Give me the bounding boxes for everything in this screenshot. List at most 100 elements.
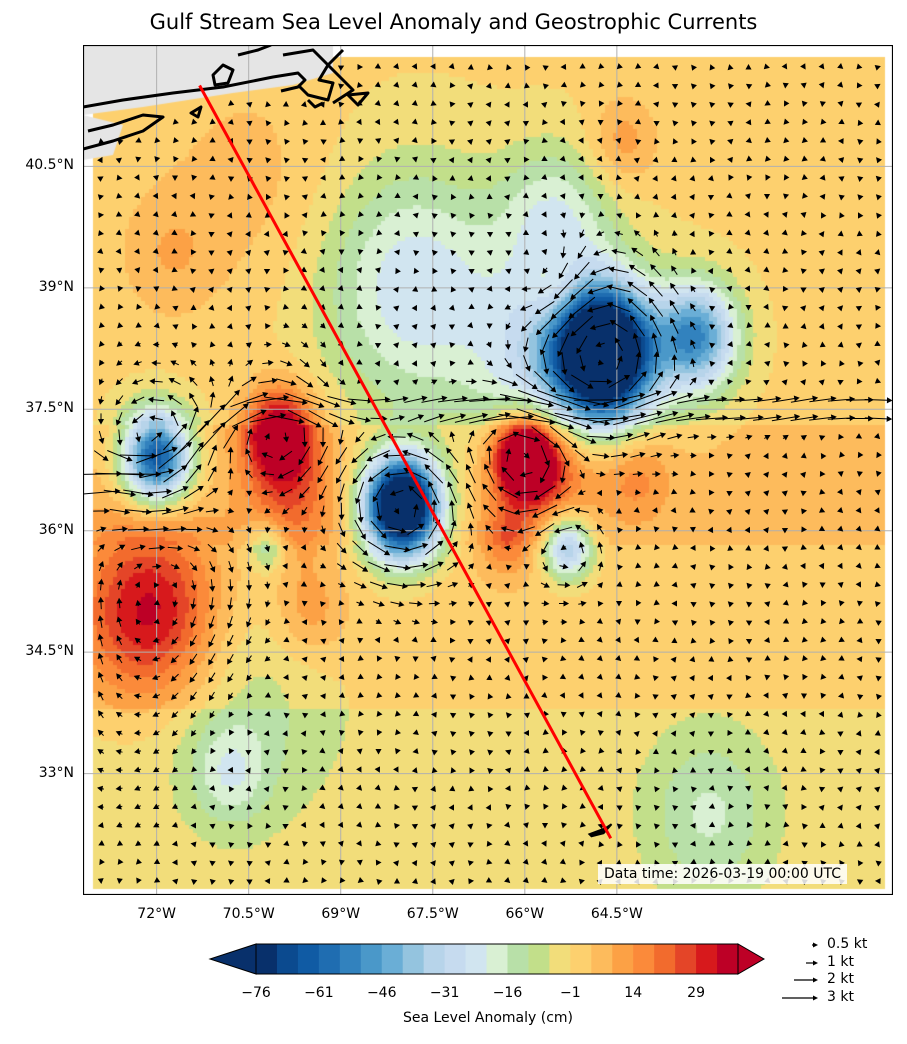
current-arrow bbox=[393, 636, 399, 643]
current-arrow bbox=[800, 747, 807, 754]
current-arrow bbox=[855, 544, 862, 551]
current-arrow bbox=[375, 323, 382, 330]
current-arrow bbox=[282, 824, 289, 830]
current-arrow bbox=[649, 371, 664, 392]
current-arrow bbox=[208, 231, 215, 238]
current-arrow bbox=[874, 249, 881, 256]
current-arrow bbox=[411, 877, 418, 885]
current-arrow bbox=[753, 395, 782, 403]
current-arrow bbox=[763, 766, 769, 773]
current-arrow bbox=[356, 821, 363, 828]
current-arrow bbox=[158, 441, 193, 469]
current-arrow bbox=[485, 563, 492, 570]
current-arrow bbox=[763, 194, 771, 200]
current-arrow bbox=[465, 482, 476, 502]
current-arrow bbox=[153, 618, 160, 625]
current-arrow bbox=[745, 101, 752, 108]
y-tick-label: 36°N bbox=[38, 521, 74, 538]
current-arrow bbox=[265, 157, 272, 164]
current-arrow bbox=[245, 359, 254, 366]
current-arrow bbox=[98, 340, 105, 347]
current-arrow bbox=[524, 784, 531, 791]
current-arrow bbox=[608, 266, 629, 273]
current-arrow bbox=[382, 452, 411, 459]
current-arrow bbox=[855, 433, 863, 439]
current-arrow bbox=[650, 452, 663, 459]
current-arrow bbox=[522, 840, 529, 847]
current-arrow bbox=[763, 248, 770, 254]
current-arrow bbox=[542, 747, 549, 754]
current-arrow bbox=[744, 453, 751, 460]
current-arrow bbox=[209, 322, 216, 329]
current-arrow bbox=[707, 693, 714, 700]
current-arrow bbox=[467, 322, 474, 329]
current-arrow bbox=[430, 841, 437, 848]
current-arrow bbox=[875, 322, 882, 329]
current-arrow bbox=[263, 269, 271, 275]
current-arrow bbox=[819, 488, 826, 495]
current-arrow bbox=[486, 249, 493, 256]
current-arrow bbox=[763, 379, 770, 386]
current-arrow bbox=[874, 64, 881, 71]
current-arrow bbox=[486, 858, 493, 865]
current-arrow bbox=[468, 785, 475, 792]
current-arrow bbox=[171, 192, 177, 200]
current-arrow bbox=[97, 176, 104, 182]
current-arrow bbox=[781, 379, 788, 386]
current-arrow bbox=[504, 120, 511, 127]
current-arrow bbox=[339, 710, 346, 717]
quiver-key-arrow bbox=[812, 942, 818, 948]
current-arrow bbox=[430, 323, 436, 330]
current-arrow bbox=[431, 194, 438, 201]
current-arrow bbox=[875, 304, 882, 311]
current-arrow bbox=[820, 655, 827, 662]
current-arrow bbox=[190, 710, 197, 719]
current-arrow bbox=[301, 322, 308, 329]
current-arrow bbox=[98, 303, 105, 310]
current-arrow bbox=[505, 231, 512, 238]
current-arrow bbox=[395, 673, 401, 680]
current-arrow bbox=[393, 249, 400, 256]
current-arrow bbox=[136, 877, 142, 884]
current-arrow bbox=[633, 655, 641, 661]
current-arrow bbox=[559, 155, 566, 162]
current-arrow bbox=[393, 100, 400, 107]
current-arrow bbox=[339, 192, 346, 199]
current-arrow bbox=[765, 174, 771, 181]
current-arrow bbox=[356, 859, 363, 866]
current-arrow bbox=[579, 821, 586, 828]
current-arrow bbox=[690, 339, 696, 349]
current-arrow bbox=[560, 81, 568, 88]
current-arrow bbox=[172, 324, 179, 330]
current-arrow bbox=[282, 562, 288, 570]
current-arrow bbox=[97, 156, 103, 164]
current-arrow bbox=[115, 378, 123, 386]
current-arrow bbox=[598, 211, 605, 217]
current-arrow bbox=[482, 378, 498, 385]
current-arrow bbox=[541, 840, 547, 847]
current-arrow bbox=[708, 249, 715, 256]
current-arrow bbox=[671, 637, 678, 644]
current-arrow bbox=[559, 118, 566, 126]
current-arrow bbox=[559, 174, 566, 181]
current-arrow bbox=[745, 674, 752, 681]
current-arrow bbox=[487, 64, 494, 71]
current-arrow bbox=[771, 413, 801, 422]
current-arrow bbox=[282, 285, 290, 292]
current-arrow bbox=[135, 618, 142, 626]
current-arrow bbox=[857, 176, 864, 182]
current-arrow bbox=[708, 470, 715, 478]
current-arrow bbox=[632, 332, 642, 356]
colorbar-swatch bbox=[297, 944, 320, 974]
current-arrow bbox=[839, 618, 845, 625]
current-arrow bbox=[265, 396, 308, 406]
current-arrow bbox=[412, 174, 420, 180]
current-arrow bbox=[171, 229, 178, 236]
current-arrow bbox=[468, 250, 475, 256]
current-arrow bbox=[653, 804, 660, 811]
current-arrow bbox=[801, 803, 808, 811]
current-arrow bbox=[531, 426, 560, 449]
current-arrow bbox=[135, 446, 178, 464]
current-arrow bbox=[448, 600, 458, 607]
current-arrow bbox=[579, 766, 586, 772]
